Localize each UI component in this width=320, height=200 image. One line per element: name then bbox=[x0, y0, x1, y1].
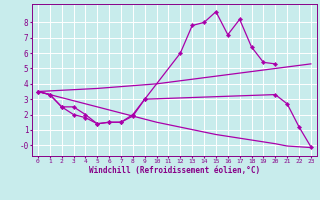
X-axis label: Windchill (Refroidissement éolien,°C): Windchill (Refroidissement éolien,°C) bbox=[89, 166, 260, 175]
